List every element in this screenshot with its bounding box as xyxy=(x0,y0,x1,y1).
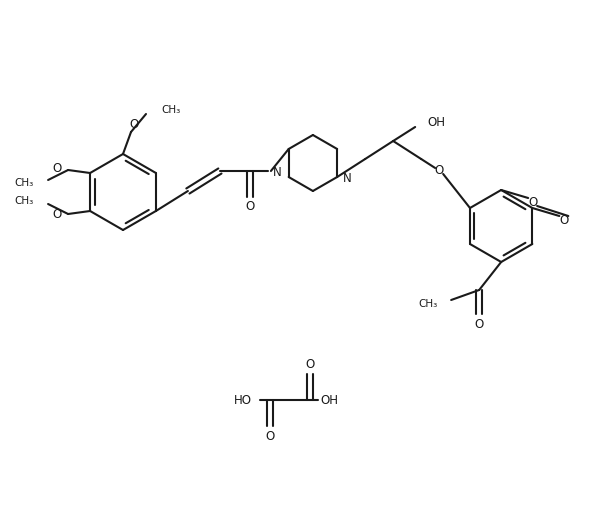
Text: OH: OH xyxy=(427,117,445,129)
Text: O: O xyxy=(53,209,62,222)
Text: O: O xyxy=(560,214,569,227)
Text: O: O xyxy=(245,200,255,214)
Text: CH₃: CH₃ xyxy=(161,105,180,115)
Text: O: O xyxy=(305,358,315,371)
Text: O: O xyxy=(129,118,139,130)
Text: N: N xyxy=(343,172,352,184)
Text: N: N xyxy=(273,167,282,179)
Text: O: O xyxy=(528,195,538,209)
Text: O: O xyxy=(53,163,62,176)
Text: CH₃: CH₃ xyxy=(418,299,437,309)
Text: O: O xyxy=(435,165,444,177)
Text: O: O xyxy=(475,318,484,330)
Text: HO: HO xyxy=(234,393,252,407)
Text: O: O xyxy=(266,429,275,442)
Text: OH: OH xyxy=(320,393,338,407)
Text: CH₃: CH₃ xyxy=(15,196,34,206)
Text: CH₃: CH₃ xyxy=(15,178,34,188)
